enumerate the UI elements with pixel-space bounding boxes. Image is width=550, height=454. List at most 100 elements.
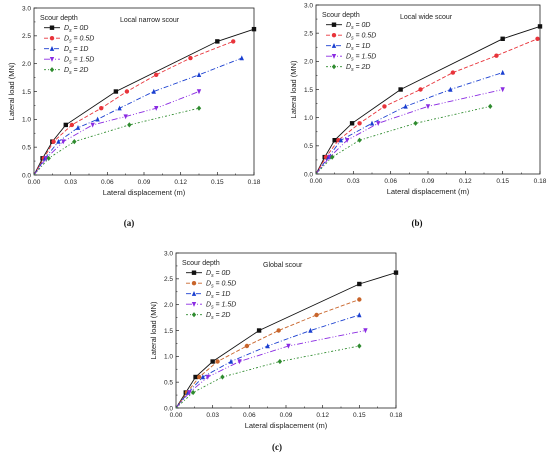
data-point <box>187 390 192 396</box>
data-point <box>357 281 362 287</box>
data-point <box>244 343 250 349</box>
legend-label: Ds = 1.5D <box>206 302 236 311</box>
legend-marker <box>331 33 337 38</box>
chart-title: Local wide scour <box>400 14 453 21</box>
data-point <box>357 137 362 143</box>
legend-marker <box>331 64 337 70</box>
data-point <box>357 297 362 302</box>
data-point <box>220 374 225 380</box>
data-point <box>265 343 270 349</box>
data-point <box>196 89 202 95</box>
x-tick-label: 0.09 <box>138 179 151 186</box>
data-point <box>127 122 132 128</box>
data-point <box>90 122 95 128</box>
data-point <box>338 137 344 143</box>
panel-caption: (c) <box>272 442 282 452</box>
legend-title: Scour depth <box>40 15 78 22</box>
x-axis-label: Lateral displacement (m) <box>103 188 186 197</box>
legend-marker <box>49 57 55 62</box>
data-point <box>231 39 236 44</box>
legend-label: Ds = 2D <box>346 64 371 73</box>
data-point <box>418 87 423 92</box>
data-point <box>154 106 159 111</box>
plot-frame <box>33 7 255 176</box>
x-tick-label: 0.00 <box>28 179 41 186</box>
x-tick-label: 0.03 <box>64 179 77 186</box>
legend-label: Ds = 0.5D <box>346 33 376 42</box>
data-point <box>413 120 418 126</box>
data-point <box>154 72 159 78</box>
x-axis-label: Lateral displacement (m) <box>387 187 470 196</box>
x-tick-label: 0.03 <box>347 178 360 185</box>
data-point <box>200 374 206 380</box>
data-point <box>382 104 387 109</box>
data-point <box>215 359 220 364</box>
data-point <box>537 24 543 29</box>
legend-label: Ds = 1D <box>64 46 89 55</box>
data-point <box>363 328 368 334</box>
y-tick-label: 1.5 <box>164 328 173 335</box>
x-tick-label: 0.12 <box>316 412 329 419</box>
data-point <box>308 327 313 333</box>
x-tick-label: 0.12 <box>174 179 187 186</box>
series-2 <box>33 39 236 176</box>
data-point <box>69 122 75 128</box>
legend-marker <box>49 25 55 30</box>
y-tick-label: 0.0 <box>304 171 313 178</box>
x-tick-label: 0.06 <box>101 179 114 186</box>
data-point <box>357 312 362 318</box>
legend-marker <box>49 46 55 51</box>
data-point <box>193 374 198 380</box>
series-2 <box>175 297 362 409</box>
y-tick-label: 1.0 <box>22 117 31 124</box>
x-tick-label: 0.09 <box>422 178 435 185</box>
y-tick-label: 0.0 <box>22 172 31 179</box>
data-point <box>329 154 335 160</box>
series-3 <box>175 312 362 409</box>
data-point <box>63 122 68 128</box>
data-point <box>425 104 431 110</box>
y-axis-label: Lateral load (MN) <box>289 60 298 118</box>
legend-label: Ds = 1.5D <box>346 54 376 63</box>
data-point <box>403 103 408 109</box>
y-tick-label: 3.0 <box>304 2 313 9</box>
series-5 <box>315 103 493 175</box>
y-tick-label: 1.5 <box>22 89 31 96</box>
series-line <box>175 314 360 409</box>
data-point <box>398 87 403 92</box>
x-tick-label: 0.06 <box>384 178 397 185</box>
data-point <box>51 139 56 144</box>
series-5 <box>175 343 362 409</box>
data-point <box>256 328 262 333</box>
legend-label: Ds = 1D <box>346 43 371 52</box>
legend-marker <box>49 36 55 41</box>
y-tick-label: 0.0 <box>164 405 173 412</box>
data-point <box>357 121 362 126</box>
data-point <box>188 55 193 61</box>
series-4 <box>33 89 202 176</box>
data-point <box>123 114 128 120</box>
series-3 <box>315 69 505 175</box>
x-tick-label: 0.15 <box>353 412 366 419</box>
legend-marker <box>191 302 197 307</box>
series-line <box>33 107 200 176</box>
legend-marker <box>331 43 337 48</box>
data-point <box>228 358 234 364</box>
data-point <box>99 106 104 111</box>
y-tick-label: 0.5 <box>22 144 31 151</box>
data-point <box>75 124 81 130</box>
x-tick-label: 0.06 <box>243 412 256 419</box>
x-axis-label: Lateral displacement (m) <box>245 421 328 430</box>
data-point <box>124 89 130 94</box>
legend-label: Ds = 2D <box>206 312 231 321</box>
chart-title: Global scour <box>263 262 303 269</box>
data-point <box>369 120 375 126</box>
x-tick-label: 0.15 <box>211 179 224 186</box>
data-point <box>276 328 281 333</box>
data-point <box>277 358 283 365</box>
data-point <box>314 312 319 318</box>
data-point <box>61 139 66 145</box>
data-point <box>450 70 456 75</box>
